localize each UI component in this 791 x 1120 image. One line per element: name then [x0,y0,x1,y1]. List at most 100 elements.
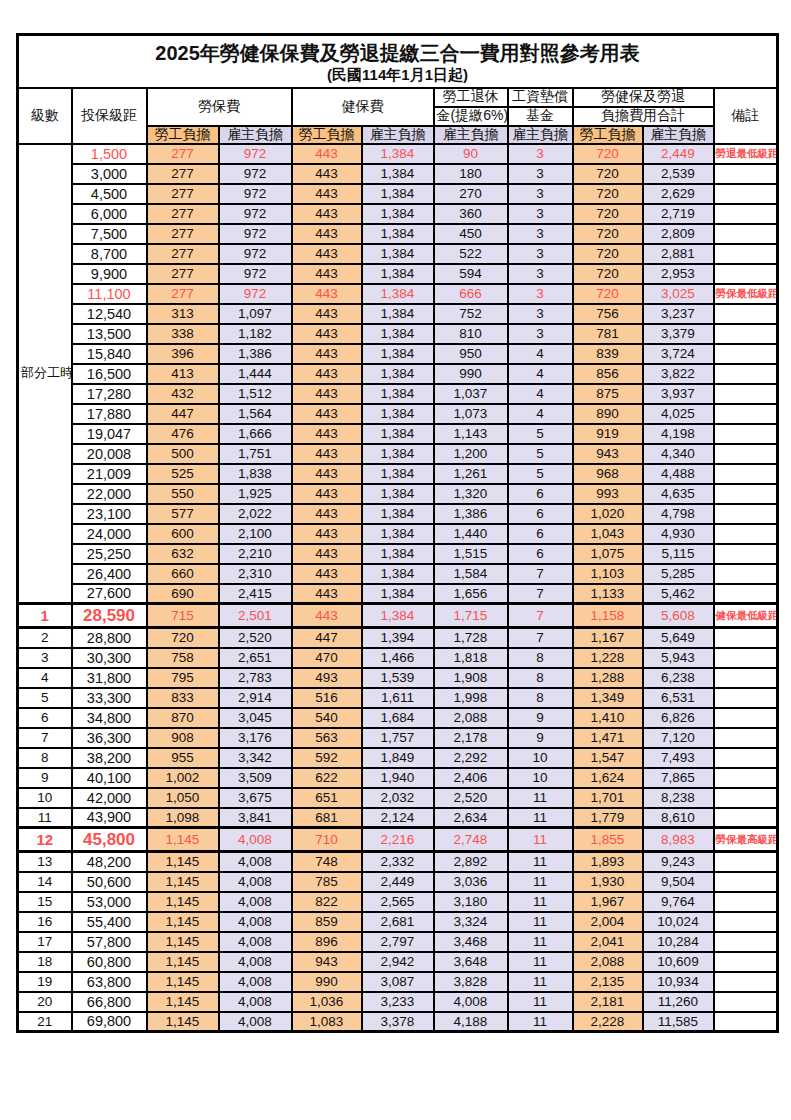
cell-wage-fund-employer: 3 [508,164,573,184]
cell-labor-employer: 1,386 [219,344,292,364]
cell-labor-employee: 1,145 [147,912,219,932]
cell-wage-fund-employer: 3 [508,244,573,264]
cell-total-employee: 919 [573,424,643,444]
cell-total-employee: 1,410 [573,708,643,728]
cell-pension-employer: 1,386 [434,504,508,524]
cell-remark [714,748,778,768]
cell-health-employer: 1,384 [362,184,434,204]
cell-health-employee: 1,036 [292,992,362,1012]
table-row: 3,000 277 972 443 1,384 180 3 720 2,539 [18,164,778,184]
spreadsheet-page: 2025年勞健保保費及勞退提繳三合一費用對照參考用表 (民國114年1月1日起)… [0,0,791,1033]
cell-remark [714,464,778,484]
cell-total-employer: 4,488 [643,464,714,484]
cell-labor-employer: 2,100 [219,524,292,544]
cell-health-employer: 1,384 [362,204,434,224]
cell-labor-employee: 277 [147,224,219,244]
cell-wage-fund-employer: 6 [508,524,573,544]
cell-labor-employee: 476 [147,424,219,444]
cell-total-employee: 720 [573,264,643,284]
cell-remark [714,808,778,828]
cell-labor-employee: 1,145 [147,1012,219,1032]
cell-total-employee: 1,471 [573,728,643,748]
cell-labor-employee: 758 [147,648,219,668]
cell-labor-employee: 715 [147,604,219,628]
page-title: 2025年勞健保保費及勞退提繳三合一費用對照參考用表 [21,40,774,67]
table-row: 8 38,200 955 3,342 592 1,849 2,292 10 1,… [18,748,778,768]
cell-remark [714,728,778,748]
cell-wage-fund-employer: 7 [508,628,573,648]
cell-insured-bracket: 27,600 [72,584,147,604]
cell-wage-fund-employer: 8 [508,688,573,708]
cell-labor-employee: 550 [147,484,219,504]
cell-total-employee: 1,103 [573,564,643,584]
cell-total-employee: 993 [573,484,643,504]
cell-remark [714,544,778,564]
cell-remark: 勞保最高級距 [714,828,778,852]
cell-labor-employer: 2,022 [219,504,292,524]
header-labor-group: 勞保費 [147,88,292,126]
cell-health-employee: 443 [292,464,362,484]
cell-labor-employer: 4,008 [219,932,292,952]
cell-total-employer: 10,024 [643,912,714,932]
cell-labor-employer: 3,841 [219,808,292,828]
cell-health-employee: 443 [292,564,362,584]
cell-remark [714,1012,778,1032]
cell-labor-employee: 277 [147,284,219,304]
cell-total-employer: 8,238 [643,788,714,808]
cell-labor-employer: 1,182 [219,324,292,344]
cell-total-employer: 10,284 [643,932,714,952]
cell-total-employee: 720 [573,244,643,264]
cell-total-employer: 2,881 [643,244,714,264]
cell-insured-bracket: 53,000 [72,892,147,912]
cell-labor-employee: 277 [147,144,219,164]
cell-total-employee: 720 [573,204,643,224]
cell-health-employer: 3,378 [362,1012,434,1032]
cell-labor-employee: 1,145 [147,932,219,952]
cell-labor-employee: 1,145 [147,952,219,972]
cell-total-employer: 6,826 [643,708,714,728]
cell-pension-employer: 2,748 [434,828,508,852]
cell-pension-employer: 1,908 [434,668,508,688]
cell-labor-employer: 4,008 [219,828,292,852]
cell-total-employer: 11,260 [643,992,714,1012]
cell-health-employee: 443 [292,424,362,444]
cell-wage-fund-employer: 3 [508,184,573,204]
cell-wage-fund-employer: 3 [508,264,573,284]
cell-total-employee: 1,893 [573,852,643,872]
cell-health-employee: 443 [292,604,362,628]
cell-health-employer: 1,384 [362,404,434,424]
cell-remark [714,668,778,688]
cell-labor-employee: 955 [147,748,219,768]
cell-wage-fund-employer: 7 [508,584,573,604]
cell-remark [714,564,778,584]
cell-health-employer: 1,611 [362,688,434,708]
cell-labor-employer: 972 [219,184,292,204]
cell-pension-employer: 2,292 [434,748,508,768]
table-row: 5 33,300 833 2,914 516 1,611 1,998 8 1,3… [18,688,778,708]
cell-labor-employer: 972 [219,264,292,284]
cell-total-employer: 3,724 [643,344,714,364]
cell-pension-employer: 3,828 [434,972,508,992]
cell-remark [714,584,778,604]
cell-level: 6 [18,708,72,728]
cell-remark [714,788,778,808]
cell-total-employee: 1,779 [573,808,643,828]
cell-insured-bracket: 20,008 [72,444,147,464]
cell-total-employer: 8,610 [643,808,714,828]
cell-pension-employer: 1,728 [434,628,508,648]
cell-total-employer: 3,822 [643,364,714,384]
cell-insured-bracket: 28,590 [72,604,147,628]
cell-labor-employee: 1,145 [147,992,219,1012]
cell-health-employer: 1,384 [362,164,434,184]
cell-labor-employee: 600 [147,524,219,544]
cell-total-employee: 1,167 [573,628,643,648]
cell-health-employer: 1,384 [362,324,434,344]
cell-level: 1 [18,604,72,628]
cell-total-employee: 1,133 [573,584,643,604]
cell-wage-fund-employer: 11 [508,872,573,892]
cell-wage-fund-employer: 11 [508,932,573,952]
cell-insured-bracket: 33,300 [72,688,147,708]
cell-total-employee: 1,701 [573,788,643,808]
table-row: 21 69,800 1,145 4,008 1,083 3,378 4,188 … [18,1012,778,1032]
cell-health-employer: 1,384 [362,264,434,284]
